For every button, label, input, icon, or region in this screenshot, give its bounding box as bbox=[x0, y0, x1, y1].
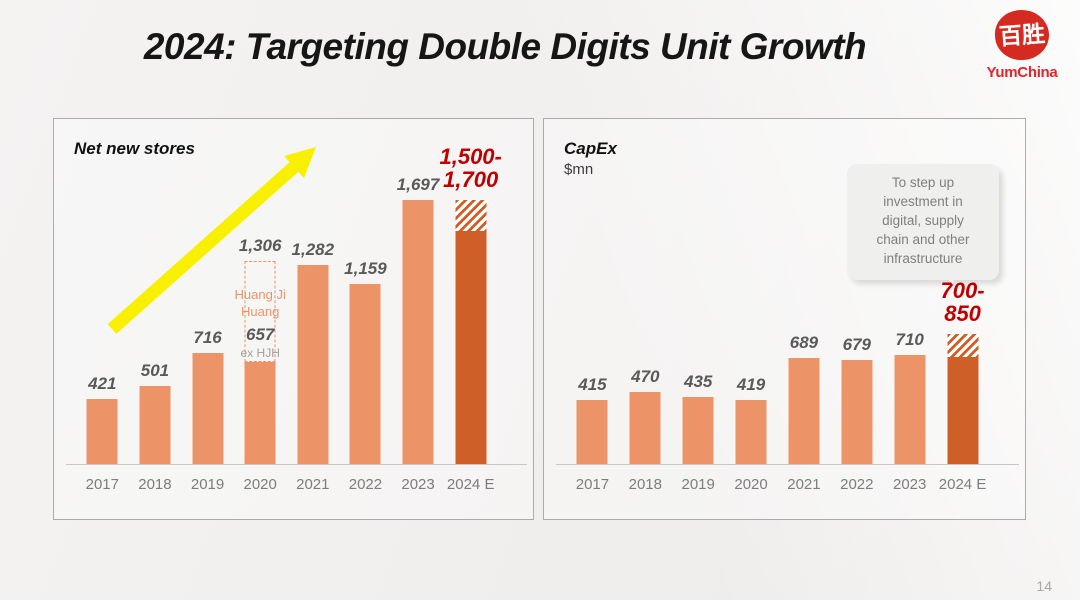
axis-label-2023: 2023 bbox=[401, 476, 435, 493]
bar-plot-area: 421 501 716 Huang Ji Huang 1,306 657 ex HJH 1,2… bbox=[76, 144, 502, 464]
capex-chart-panel: CapEx $mn To step up investment in digit… bbox=[543, 118, 1026, 520]
bar-column-2018: 501 bbox=[129, 192, 182, 464]
bar-column-2024e: 1,500- 1,700 bbox=[439, 144, 502, 464]
x-axis-labels: 2017 2018 2019 2020 2021 2022 2023 2024 E bbox=[76, 476, 497, 493]
bar-2018 bbox=[629, 392, 661, 464]
bar-2021 bbox=[788, 358, 820, 464]
bar-column-2023: 1,697 bbox=[392, 175, 445, 464]
yumchina-seal-icon: 百胜 bbox=[993, 8, 1051, 62]
estimate-hatch bbox=[455, 200, 487, 231]
brand-name: YumChina bbox=[986, 64, 1058, 81]
bar-2023 bbox=[402, 200, 434, 464]
axis-label-2022: 2022 bbox=[840, 476, 874, 493]
axis-label-2020: 2020 bbox=[734, 476, 768, 493]
value-label-2019: 435 bbox=[684, 372, 713, 391]
bar-2020 bbox=[735, 400, 767, 464]
axis-label-2022: 2022 bbox=[348, 476, 383, 493]
value-label-2018: 501 bbox=[140, 361, 170, 380]
value-label-2020: 419 bbox=[736, 375, 766, 394]
estimate-hatch bbox=[947, 334, 979, 357]
bar-column-2017: 421 bbox=[76, 192, 129, 464]
axis-label-2024e: 2024 E bbox=[938, 476, 987, 493]
axis-label-2021: 2021 bbox=[296, 476, 330, 493]
axis-label-2020: 2020 bbox=[243, 476, 277, 493]
axis-label-2017: 2017 bbox=[575, 476, 610, 493]
value-label-2018: 470 bbox=[631, 367, 660, 386]
bar-2022 bbox=[841, 360, 873, 464]
chart-header: CapEx $mn bbox=[564, 139, 617, 178]
bar-plot-area: 415 470 435 419 689 679 710 700- 850 bbox=[566, 278, 989, 464]
bar-2019 bbox=[682, 397, 714, 464]
bar-column-2022: 1,159 bbox=[339, 192, 392, 464]
bar-column-2020: 419 bbox=[725, 326, 778, 464]
estimate-range-label: 700- 850 bbox=[940, 277, 985, 327]
value-label-2022: 679 bbox=[842, 335, 871, 354]
chart-subtitle: $mn bbox=[564, 161, 594, 178]
bar-2022 bbox=[349, 284, 381, 464]
bar-2024e bbox=[455, 231, 487, 464]
bar-2019 bbox=[192, 353, 224, 464]
x-axis-line bbox=[66, 464, 527, 465]
x-axis-labels: 2017 2018 2019 2020 2021 2022 2023 2024 E bbox=[566, 476, 989, 493]
bar-2017 bbox=[86, 399, 118, 464]
value-label-2022: 1,159 bbox=[344, 259, 387, 278]
x-axis-line bbox=[556, 464, 1019, 465]
value-label-2017: 415 bbox=[578, 375, 607, 394]
investment-callout-bubble: To step up investment in digital, supply… bbox=[847, 164, 999, 286]
axis-label-2023: 2023 bbox=[893, 476, 927, 493]
bar-column-2024e: 700- 850 bbox=[936, 278, 989, 464]
chart-title: Net new stores bbox=[74, 139, 195, 158]
value-label-2020: 657 ex HJH bbox=[208, 325, 313, 360]
value-sub-note: ex HJH bbox=[240, 346, 280, 360]
yumchina-logo: 百胜 YumChina bbox=[976, 8, 1068, 81]
bar-column-2019: 716 bbox=[181, 192, 234, 464]
value-label-2023: 1,697 bbox=[396, 175, 440, 194]
bar-2023 bbox=[894, 355, 926, 464]
chart-header: Net new stores bbox=[74, 139, 195, 159]
net-new-stores-chart-panel: Net new stores 421 501 716 Huang Ji Huang 1,… bbox=[53, 118, 534, 520]
bar-column-2022: 679 bbox=[830, 326, 883, 464]
bar-column-2018: 470 bbox=[619, 326, 672, 464]
bar-column-2020: Huang Ji Huang 1,306 657 ex HJH bbox=[234, 192, 287, 464]
chart-title: CapEx bbox=[564, 139, 617, 158]
bar-2018 bbox=[139, 386, 171, 464]
page-number: 14 bbox=[1036, 578, 1052, 594]
huangji-note: Huang Ji Huang bbox=[234, 286, 286, 319]
bar-2020 bbox=[244, 362, 276, 464]
value-label-2021: 1,282 bbox=[291, 240, 335, 259]
bar-column-2023: 710 bbox=[883, 326, 936, 464]
value-label-2021: 689 bbox=[789, 333, 819, 352]
axis-label-2017: 2017 bbox=[85, 476, 119, 493]
slide-title: 2024: Targeting Double Digits Unit Growt… bbox=[143, 26, 867, 67]
value-label-2023: 710 bbox=[895, 330, 924, 349]
bar-column-2021: 1,282 bbox=[287, 192, 340, 464]
seal-characters: 百胜 bbox=[998, 19, 1046, 50]
value-label-2017: 421 bbox=[88, 374, 117, 393]
axis-label-2019: 2019 bbox=[681, 476, 715, 493]
axis-label-2024e: 2024 E bbox=[446, 476, 495, 493]
bar-2021 bbox=[297, 265, 329, 464]
bar-column-2017: 415 bbox=[566, 326, 619, 464]
axis-label-2021: 2021 bbox=[787, 476, 821, 493]
axis-label-2018: 2018 bbox=[138, 476, 172, 493]
estimate-range-label: 1,500- 1,700 bbox=[439, 143, 502, 193]
bar-2017 bbox=[576, 400, 608, 464]
axis-label-2019: 2019 bbox=[190, 476, 225, 493]
bar-column-2019: 435 bbox=[672, 326, 725, 464]
axis-label-2018: 2018 bbox=[628, 476, 662, 493]
bar-2024e bbox=[947, 357, 979, 464]
bar-column-2021: 689 bbox=[778, 326, 831, 464]
